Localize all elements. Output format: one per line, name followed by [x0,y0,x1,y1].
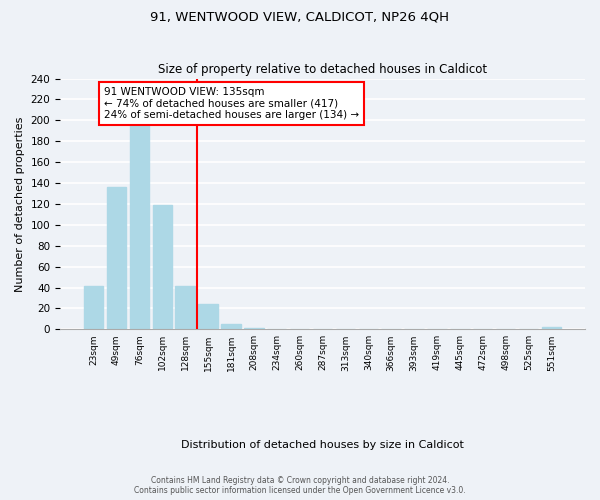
Text: 91 WENTWOOD VIEW: 135sqm
← 74% of detached houses are smaller (417)
24% of semi-: 91 WENTWOOD VIEW: 135sqm ← 74% of detach… [104,87,359,120]
Title: Size of property relative to detached houses in Caldicot: Size of property relative to detached ho… [158,63,487,76]
Bar [130,118,149,330]
Bar [221,324,241,330]
Text: Contains HM Land Registry data © Crown copyright and database right 2024.
Contai: Contains HM Land Registry data © Crown c… [134,476,466,495]
Bar [175,286,195,330]
Bar [107,187,126,330]
X-axis label: Distribution of detached houses by size in Caldicot: Distribution of detached houses by size … [181,440,464,450]
Bar [152,205,172,330]
Bar [199,304,218,330]
Bar [542,327,561,330]
Bar [244,328,263,330]
Y-axis label: Number of detached properties: Number of detached properties [15,116,25,292]
Bar [84,286,103,330]
Text: 91, WENTWOOD VIEW, CALDICOT, NP26 4QH: 91, WENTWOOD VIEW, CALDICOT, NP26 4QH [151,10,449,23]
